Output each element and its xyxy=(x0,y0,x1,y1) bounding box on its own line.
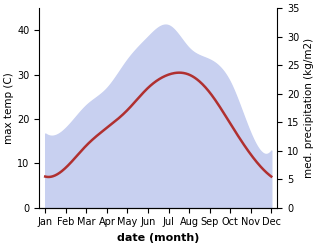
Y-axis label: med. precipitation (kg/m2): med. precipitation (kg/m2) xyxy=(304,38,314,178)
X-axis label: date (month): date (month) xyxy=(117,233,199,243)
Y-axis label: max temp (C): max temp (C) xyxy=(4,72,14,144)
